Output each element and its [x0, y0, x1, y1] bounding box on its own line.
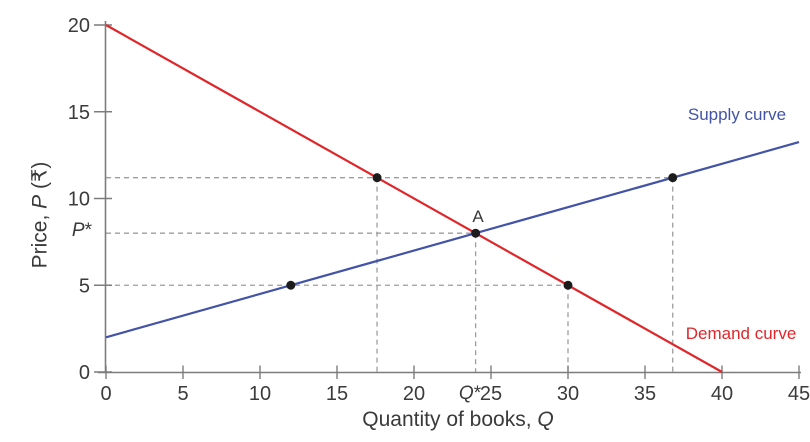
price-star: *: [84, 220, 92, 241]
y-axis-title-variable: P: [28, 194, 52, 209]
x-axis-title: Quantity of books, Q: [362, 408, 553, 431]
y-tick-label-0: 0: [79, 362, 90, 384]
equilibrium-point-label: A: [472, 207, 484, 226]
supply-curve-label: Supply curve: [687, 105, 787, 124]
x-tick-label-40: 40: [711, 383, 733, 405]
x-axis-title-variable: Q: [537, 408, 554, 431]
equilibrium-point: [471, 228, 481, 238]
demand-curve-line: [105, 24, 723, 373]
y-axis-title: Price, P (₹): [28, 162, 51, 269]
data-point-q17.6: [372, 173, 382, 183]
y-tick-label-15: 15: [68, 102, 90, 124]
x-tick-label-20: 20: [403, 383, 425, 405]
x-tick-label-25: 25: [480, 383, 502, 405]
data-point-q36.8: [668, 173, 678, 183]
x-tick-label-30: 30: [557, 383, 579, 405]
data-point-q30: [563, 280, 573, 290]
quantity-variable: Q: [458, 383, 474, 404]
y-tick-label-5: 5: [79, 275, 90, 297]
x-axis-title-prefix: Quantity of books,: [362, 408, 538, 431]
price-variable: P: [71, 220, 85, 241]
x-tick-label-0: 0: [100, 383, 111, 405]
y-axis-title-suffix: (₹): [28, 161, 52, 195]
x-tick-label-45: 45: [788, 383, 810, 405]
x-tick-label-10: 10: [249, 383, 271, 405]
equilibrium-price-axis-label: P*: [71, 220, 92, 242]
quantity-star: *: [473, 383, 482, 404]
x-tick-label-35: 35: [634, 383, 656, 405]
equilibrium-quantity-axis-label: Q*: [458, 383, 482, 405]
x-tick-label-15: 15: [326, 383, 348, 405]
supply-curve-line: [105, 141, 800, 339]
y-tick-label-20: 20: [68, 15, 90, 37]
y-tick-label-10: 10: [68, 189, 90, 211]
demand-curve-label: Demand curve: [685, 324, 797, 343]
y-axis-title-prefix: Price,: [28, 208, 52, 269]
x-tick-label-5: 5: [177, 383, 188, 405]
data-point-q12: [286, 280, 296, 290]
